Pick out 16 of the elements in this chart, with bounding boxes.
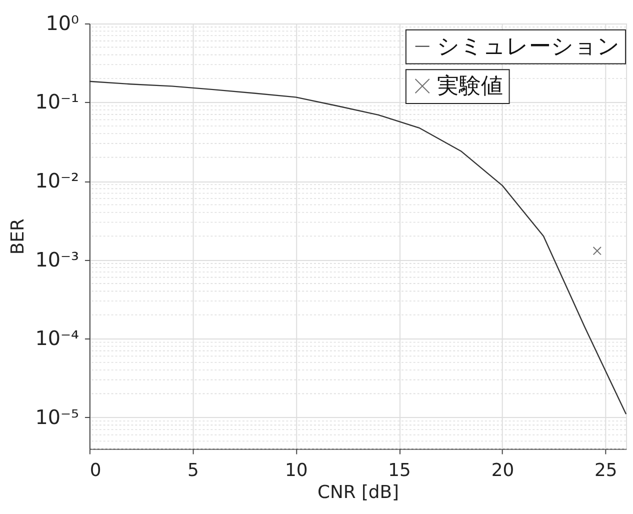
y-axis-title: BER [7, 218, 28, 255]
x-tick-label: 5 [187, 460, 199, 482]
legend-label: シミュレーション [437, 34, 620, 60]
x-axis-title: CNR [dB] [317, 482, 399, 503]
x-tick-label: 20 [491, 460, 514, 482]
y-tick-label: 10⁻¹ [35, 90, 79, 114]
y-tick-label: 10⁻⁴ [35, 327, 80, 350]
y-tick-label: 10⁻³ [35, 248, 79, 272]
y-tick-label: 10⁻² [35, 170, 79, 192]
y-tick-label: 10⁻⁵ [35, 406, 80, 429]
legend-label: 実験値 [437, 74, 504, 100]
y-tick-label: 10⁰ [46, 12, 80, 35]
x-tick-label: 15 [388, 460, 411, 482]
x-tick-label: 0 [90, 460, 102, 482]
x-tick-label: 25 [594, 460, 618, 482]
x-tick-label: 10 [284, 460, 308, 482]
